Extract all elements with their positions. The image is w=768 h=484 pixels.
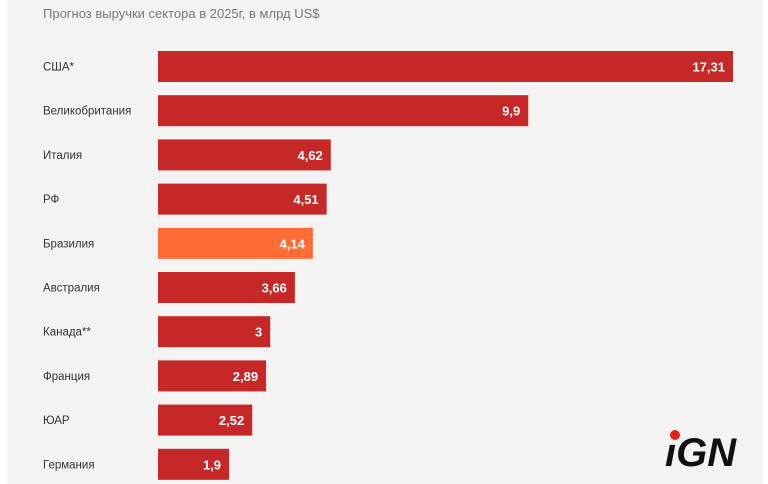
value-label: 9,9 [502, 104, 520, 119]
category-label: Германия [43, 459, 95, 471]
category-label: Бразилия [43, 238, 94, 250]
value-label: 4,62 [297, 148, 322, 163]
bar [158, 227, 313, 259]
bar [158, 316, 271, 348]
logo-dot [670, 430, 680, 440]
bar [158, 360, 267, 392]
bar [158, 51, 733, 82]
bar [158, 139, 331, 171]
value-label: 4,51 [293, 192, 318, 207]
category-label: США* [43, 62, 75, 74]
bar [158, 95, 529, 127]
value-label: 2,89 [233, 369, 258, 384]
value-label: 4,14 [280, 236, 306, 251]
category-label: Франция [43, 371, 90, 383]
value-label: 3,66 [262, 281, 287, 296]
bar [158, 448, 230, 480]
value-label: 17,31 [692, 60, 725, 75]
logo-text: ıGN [665, 431, 737, 470]
bar [158, 272, 295, 303]
value-label: 2,52 [219, 413, 244, 428]
chart-title: Прогноз выручки сектора в 2025г, в млрд … [43, 6, 320, 21]
bar [158, 404, 253, 436]
category-label: РФ [43, 194, 60, 206]
category-label: ЮАР [43, 415, 70, 427]
ign-logo: ıGN [665, 430, 737, 470]
category-label: Австралия [43, 283, 100, 295]
value-label: 3 [255, 325, 262, 340]
category-label: Италия [43, 150, 82, 162]
category-label: Канада** [43, 327, 91, 339]
bar [158, 183, 327, 215]
category-label: Великобритания [43, 106, 131, 118]
value-label: 1,9 [203, 457, 221, 472]
